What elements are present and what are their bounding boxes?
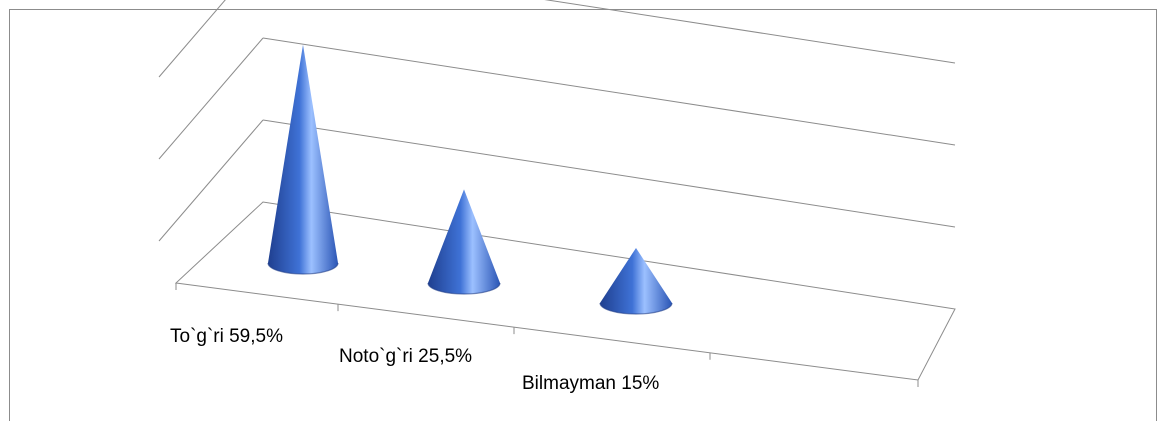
gridline xyxy=(262,37,956,146)
cone-body xyxy=(268,44,338,274)
category-label: Noto`g`ri 25,5% xyxy=(339,346,472,367)
cone-base xyxy=(267,262,339,275)
chart-floor xyxy=(174,201,956,381)
gridline-side xyxy=(158,37,264,160)
gridline xyxy=(544,0,956,64)
category-label: Bilmayman 15% xyxy=(522,373,659,394)
cone-bar xyxy=(427,189,501,295)
cone-bar xyxy=(267,44,339,275)
gridline-side xyxy=(158,119,264,242)
axis-ticks xyxy=(175,283,919,387)
cone-base xyxy=(427,282,501,295)
cone-body xyxy=(428,189,500,294)
gridline xyxy=(262,119,956,228)
gridline-side xyxy=(158,0,226,78)
category-label: To`g`ri 59,5% xyxy=(170,326,283,347)
chart-frame xyxy=(9,9,1157,421)
category-labels: To`g`ri 59,5% Noto`g`ri 25,5% Bilmayman 15… xyxy=(170,326,659,394)
cone-bar xyxy=(599,247,673,315)
chart-walls xyxy=(174,201,956,381)
cone-body xyxy=(600,247,672,314)
cone-base xyxy=(599,302,673,315)
gridlines xyxy=(158,0,956,242)
cones xyxy=(267,44,673,315)
